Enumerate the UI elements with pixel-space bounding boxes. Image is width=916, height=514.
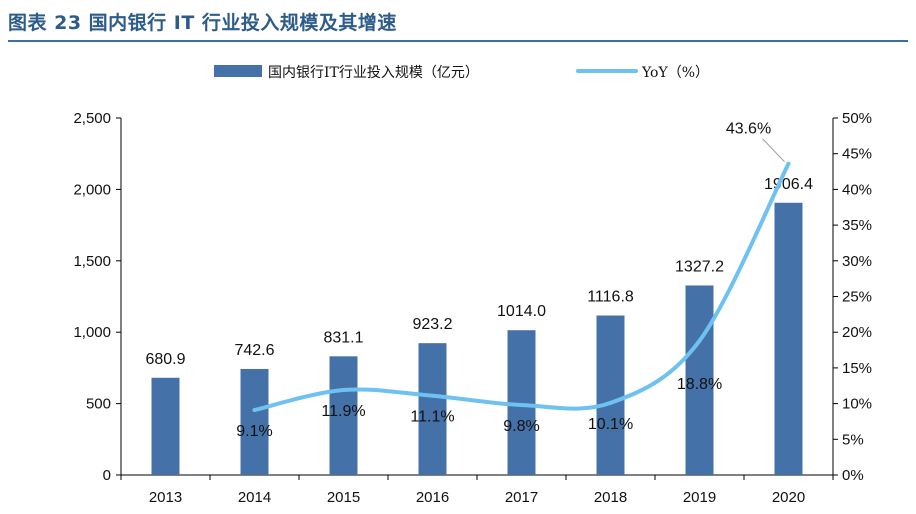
yoy-value-label: 10.1%	[588, 416, 633, 433]
right-tick-label: 45%	[842, 146, 872, 163]
title-underline	[8, 40, 908, 42]
right-tick-label: 40%	[842, 181, 872, 198]
bar-value-label: 1906.4	[764, 176, 813, 193]
left-tick-label: 2,500	[73, 110, 111, 127]
bar-value-label: 1116.8	[587, 289, 634, 306]
bar	[596, 315, 625, 475]
bar-value-label: 1327.2	[675, 258, 724, 275]
x-tick-label: 2017	[505, 489, 538, 506]
yoy-value-label: 11.9%	[321, 403, 365, 420]
bar-value-label: 680.9	[145, 351, 185, 368]
yoy-point	[430, 393, 435, 398]
left-tick-label: 0	[103, 467, 111, 484]
yoy-point	[519, 403, 524, 408]
yoy-point	[697, 338, 702, 343]
left-tick-label: 1,500	[73, 253, 111, 270]
left-tick-label: 500	[86, 396, 111, 413]
legend-bar-label: 国内银行IT行业投入规模（亿元）	[268, 65, 479, 81]
right-tick-label: 0%	[842, 467, 864, 484]
right-tick-label: 15%	[842, 360, 872, 377]
yoy-point	[341, 388, 346, 393]
left-tick-label: 1,000	[73, 324, 111, 341]
x-tick-label: 2013	[149, 489, 182, 506]
right-tick-label: 50%	[842, 110, 872, 127]
yoy-leader-line	[762, 138, 785, 163]
x-tick-label: 2014	[238, 489, 271, 506]
chart-title: 图表 23 国内银行 IT 行业投入规模及其增速	[8, 12, 397, 34]
bar	[329, 356, 358, 475]
right-tick-label: 30%	[842, 253, 872, 270]
right-tick-label: 35%	[842, 217, 872, 234]
left-tick-label: 2,000	[73, 181, 111, 198]
right-tick-label: 25%	[842, 289, 872, 306]
x-tick-label: 2015	[327, 489, 360, 506]
x-tick-label: 2019	[683, 489, 716, 506]
bar	[151, 377, 180, 475]
bar	[240, 368, 269, 475]
right-tick-label: 20%	[842, 324, 872, 341]
legend: 国内银行IT行业投入规模（亿元） YoY（%）	[214, 65, 709, 81]
yoy-value-label: 9.1%	[236, 423, 272, 440]
x-tick-label: 2020	[772, 489, 805, 506]
bar-value-label: 1014.0	[497, 303, 546, 320]
bar-value-label: 923.2	[412, 316, 452, 333]
bar	[418, 343, 447, 475]
bar-value-label: 742.6	[234, 342, 274, 359]
right-tick-label: 5%	[842, 431, 864, 448]
bar	[685, 285, 714, 475]
yoy-value-label: 18.8%	[677, 376, 722, 393]
x-tick-label: 2018	[594, 489, 627, 506]
right-tick-label: 10%	[842, 396, 872, 413]
bar	[774, 202, 803, 475]
yoy-point	[786, 161, 791, 166]
yoy-value-label: 9.8%	[503, 418, 539, 435]
yoy-value-label: 43.6%	[726, 121, 771, 138]
legend-line-label: YoY（%）	[641, 65, 709, 81]
yoy-point	[252, 408, 257, 413]
yoy-value-label: 11.1%	[410, 409, 454, 426]
x-tick-label: 2016	[416, 489, 449, 506]
legend-bar-swatch	[214, 65, 262, 77]
yoy-point	[608, 400, 613, 405]
bar-value-label: 831.1	[323, 329, 363, 346]
